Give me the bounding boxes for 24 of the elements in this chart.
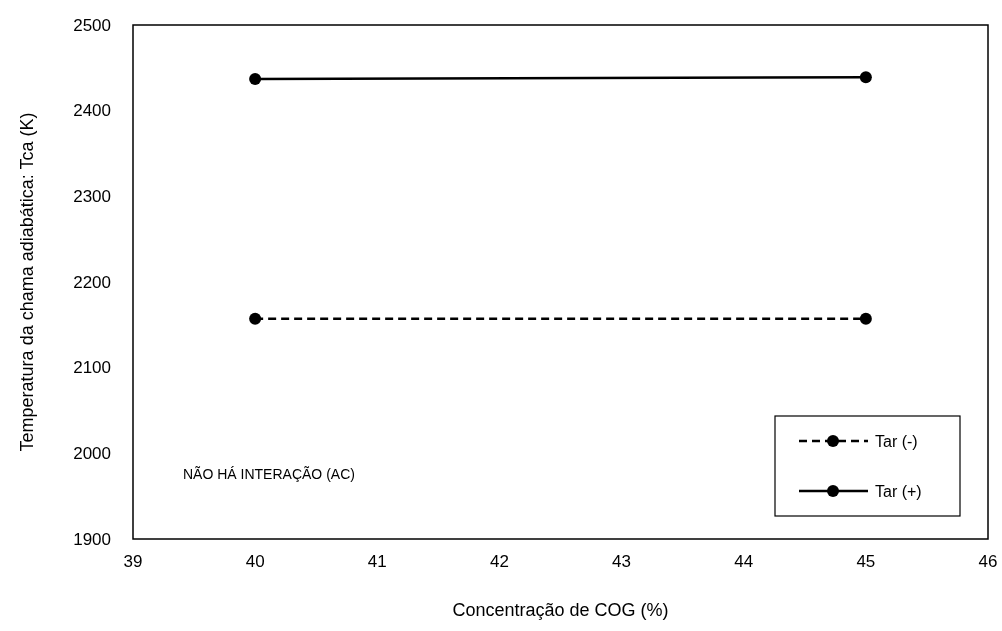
y-tick-label: 1900: [73, 529, 111, 549]
x-tick-label: 42: [489, 552, 509, 571]
x-tick-label: 46: [978, 552, 998, 571]
y-tick-label: 2300: [73, 186, 111, 206]
point: [859, 71, 872, 84]
x-tick-label: 43: [612, 552, 632, 571]
y-tick-label: 2500: [73, 15, 111, 35]
x-tick-label: 40: [245, 552, 265, 571]
x-tick-label: 45: [856, 552, 876, 571]
y-tick-label: 2100: [73, 358, 111, 378]
annotation: NÃO HÁ INTERAÇÃO (AC): [183, 466, 355, 482]
x-axis-title: Concentração de COG (%): [452, 600, 669, 620]
point: [249, 312, 262, 325]
point: [249, 72, 262, 85]
x-tick-label: 39: [123, 552, 143, 571]
x-tick-label: 44: [734, 552, 754, 571]
point: [859, 312, 872, 325]
y-tick-label: 2200: [73, 272, 111, 292]
x-tick-label: 41: [367, 552, 387, 571]
legend-label: Tar (+): [875, 482, 922, 500]
y-tick-label: 2000: [73, 443, 111, 463]
legend-label: Tar (-): [875, 432, 918, 450]
y-tick-label: 2400: [73, 101, 111, 121]
y-axis-title: Temperatura da chama adiabática: Tca (K): [17, 112, 37, 452]
